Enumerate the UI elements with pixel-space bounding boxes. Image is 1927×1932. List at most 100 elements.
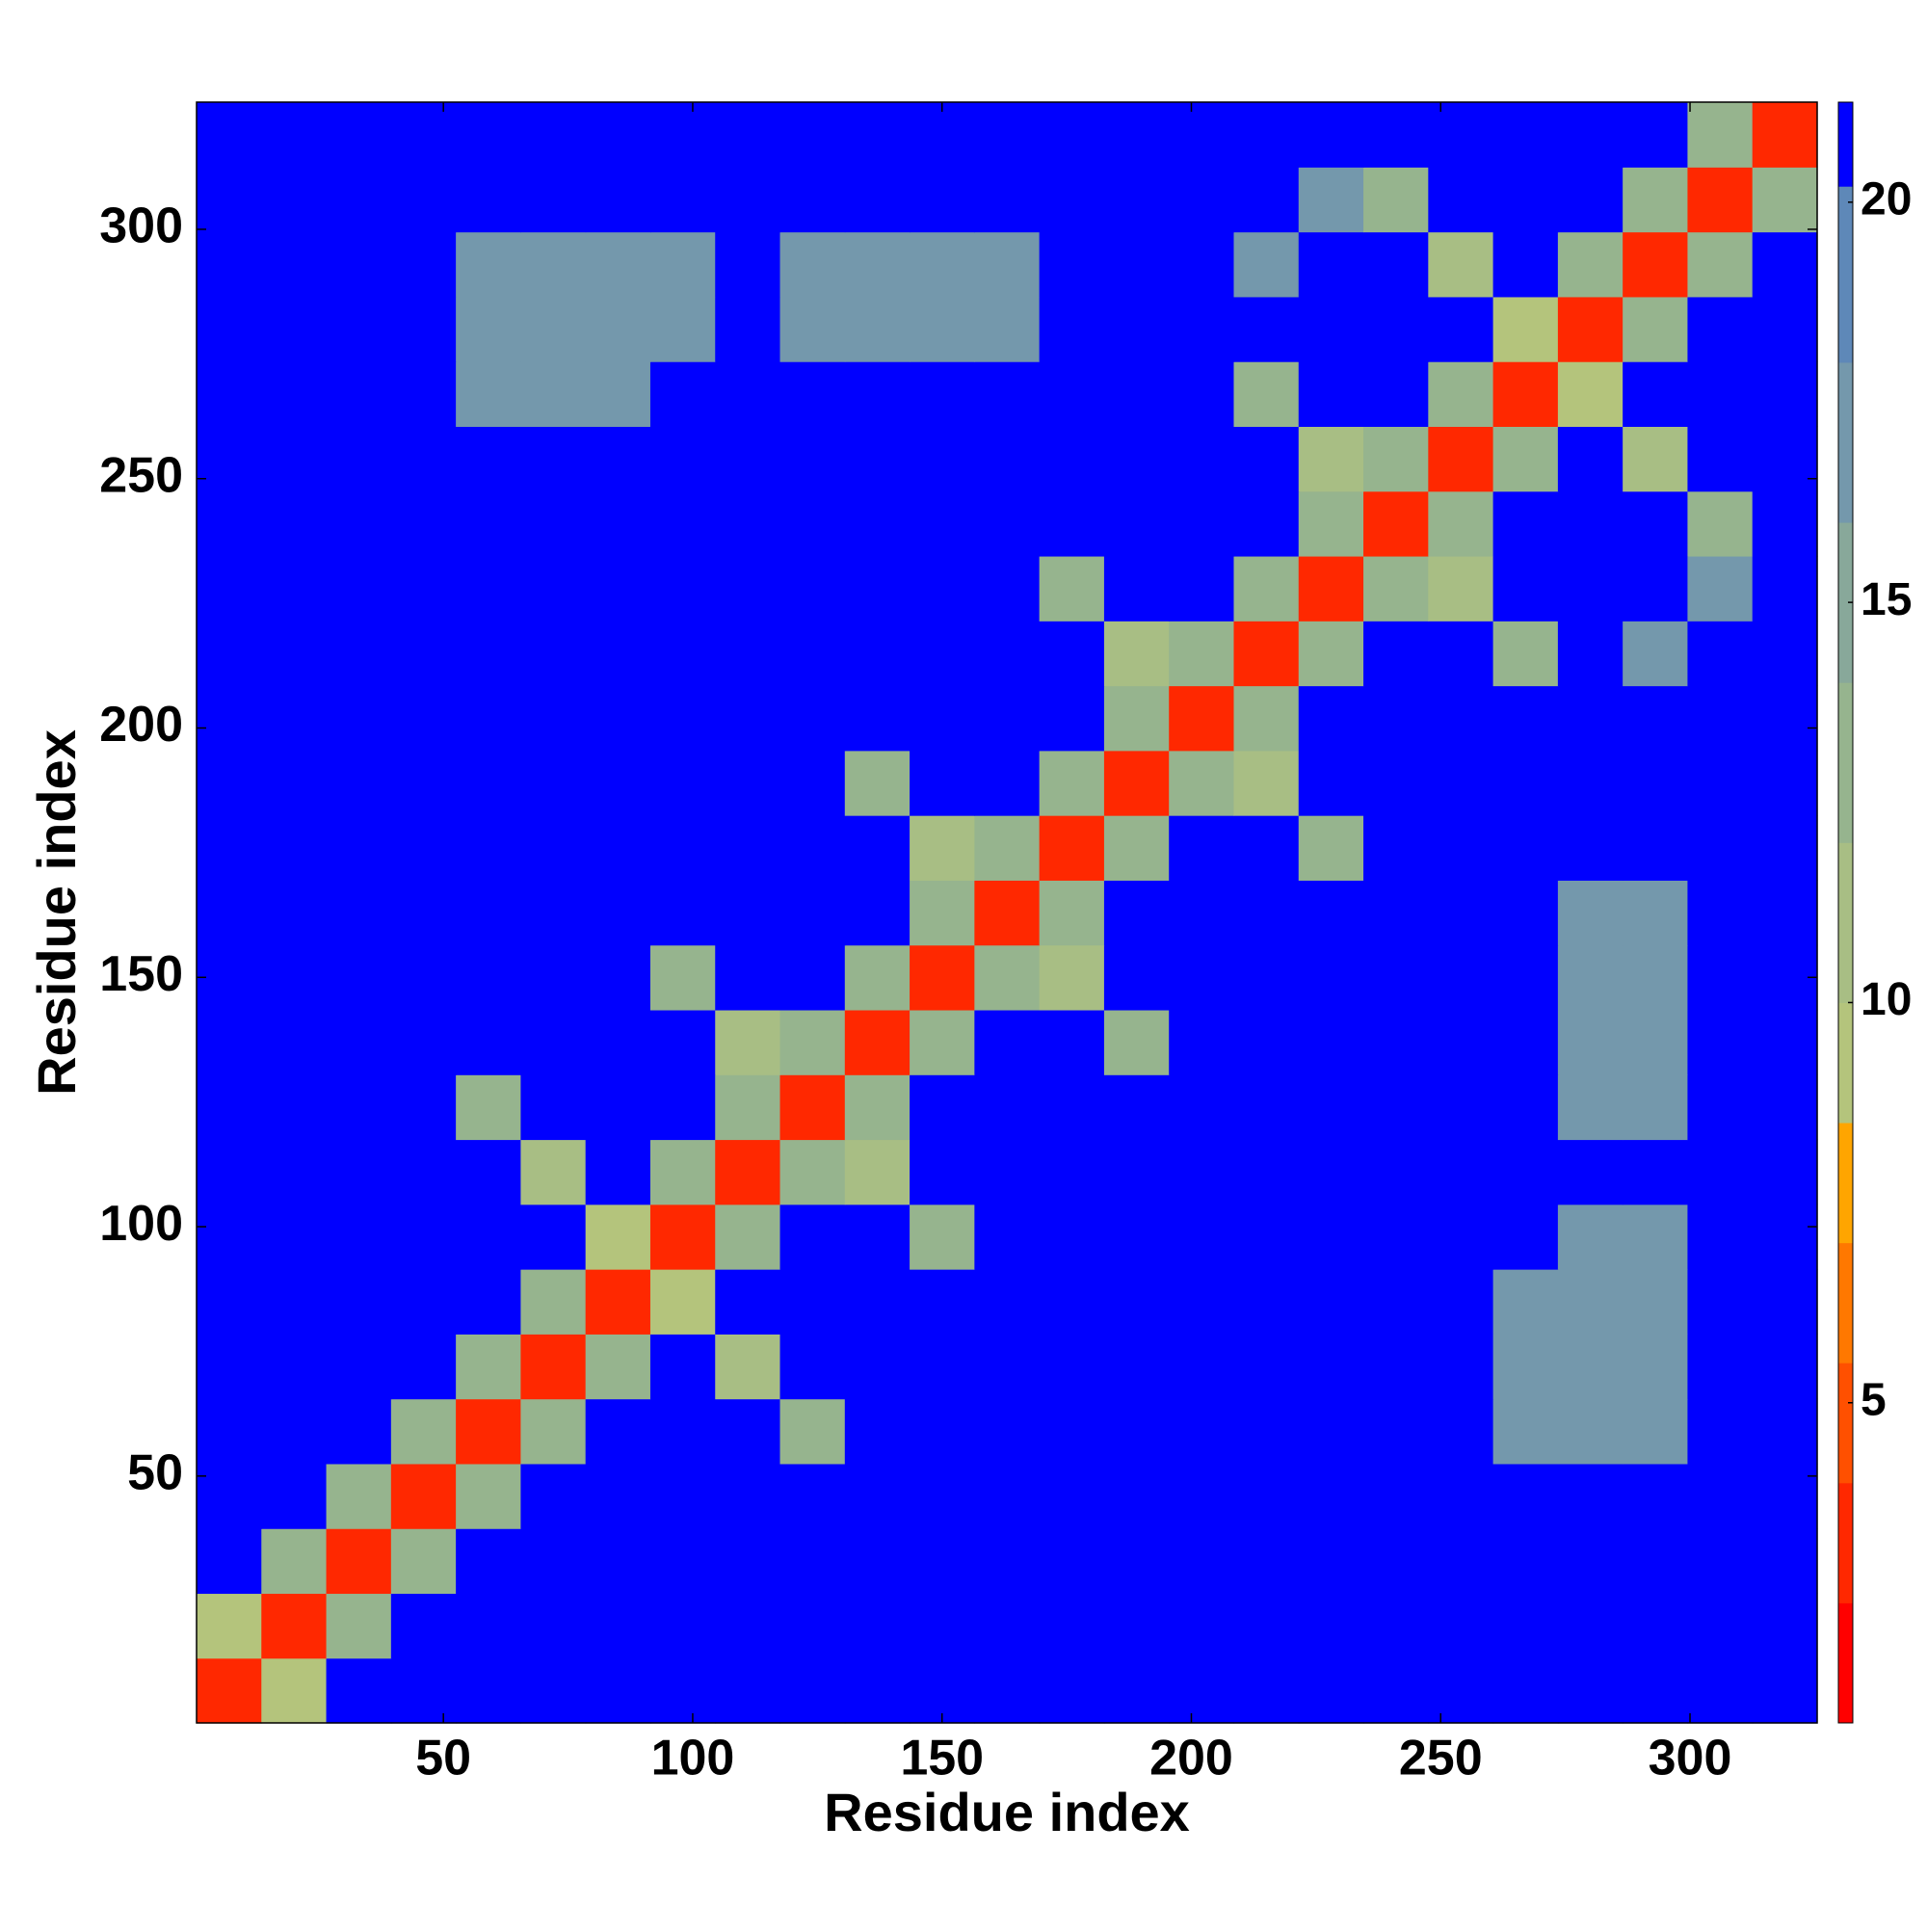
heatmap-cell	[1233, 1334, 1300, 1400]
heatmap-cell	[1298, 1528, 1364, 1595]
heatmap-cell	[974, 815, 1041, 881]
heatmap-cell	[1492, 1074, 1559, 1141]
heatmap-cell	[1428, 1009, 1494, 1075]
colorbar-segment	[1838, 102, 1853, 187]
heatmap-cell	[779, 1074, 846, 1141]
heatmap-cell	[1492, 815, 1559, 881]
heatmap-cell	[649, 685, 716, 752]
heatmap-cell	[1428, 944, 1494, 1011]
heatmap-cell	[456, 555, 521, 622]
heatmap-cell	[390, 750, 457, 816]
heatmap-cell	[197, 102, 262, 168]
heatmap-cell	[910, 880, 975, 946]
heatmap-cell	[910, 1269, 975, 1335]
heatmap-cell	[1428, 1334, 1494, 1400]
x-tick-label: 200	[1149, 1731, 1233, 1786]
colorbar-frame	[1837, 101, 1854, 1724]
heatmap-cell	[1039, 1204, 1105, 1270]
heatmap-cell	[1363, 1009, 1429, 1075]
heatmap-cell	[1492, 685, 1559, 752]
heatmap-cell	[261, 944, 328, 1011]
colorbar-segment	[1838, 842, 1853, 1003]
heatmap-cell	[197, 1463, 262, 1529]
heatmap-cell	[910, 102, 975, 168]
heatmap-cell	[1428, 1269, 1494, 1335]
heatmap-cell	[910, 1528, 975, 1595]
heatmap-cell	[1363, 102, 1429, 168]
heatmap-cell	[1363, 1463, 1429, 1529]
heatmap-cell	[1298, 1657, 1364, 1724]
heatmap-cell	[1233, 490, 1300, 557]
heatmap-cell	[1557, 231, 1623, 298]
heatmap-cell	[1752, 102, 1818, 168]
heatmap-cell	[1233, 1398, 1300, 1465]
heatmap-cell	[844, 102, 911, 168]
heatmap-cell	[844, 815, 911, 881]
heatmap-cell	[1103, 815, 1170, 881]
heatmap-cell	[197, 1204, 262, 1270]
heatmap-cell	[1169, 1139, 1235, 1205]
y-tick-label: 100	[99, 1196, 183, 1252]
heatmap-cell	[649, 815, 716, 881]
heatmap-cell	[1233, 167, 1300, 233]
heatmap-cell	[1492, 750, 1559, 816]
heatmap-cell	[585, 231, 651, 298]
heatmap-cell	[197, 490, 262, 557]
heatmap-cell	[1687, 167, 1754, 233]
heatmap-cell	[1557, 296, 1623, 362]
heatmap-cell	[197, 426, 262, 492]
heatmap-cell	[261, 361, 328, 427]
heatmap-cell	[390, 944, 457, 1011]
heatmap-cell	[456, 490, 521, 557]
heatmap-cell	[326, 1334, 392, 1400]
heatmap-cell	[1557, 815, 1623, 881]
heatmap-cell	[261, 880, 328, 946]
colorbar-tick-label: 10	[1861, 974, 1912, 1025]
heatmap-cell	[1363, 555, 1429, 622]
heatmap-cell	[1557, 1398, 1623, 1465]
heatmap-cell	[715, 296, 781, 362]
heatmap-cell	[1428, 1074, 1494, 1141]
y-tick-label: 200	[99, 697, 183, 753]
heatmap-cell	[1623, 750, 1689, 816]
heatmap-cell	[197, 1269, 262, 1335]
heatmap-cell	[261, 555, 328, 622]
heatmap-cell	[649, 1139, 716, 1205]
heatmap-cell	[390, 1528, 457, 1595]
heatmap-cell	[974, 426, 1041, 492]
heatmap-cell	[261, 1593, 328, 1659]
heatmap-cell	[1298, 1463, 1364, 1529]
heatmap-cell	[1169, 1463, 1235, 1529]
heatmap-cell	[261, 102, 328, 168]
heatmap-cell	[1363, 231, 1429, 298]
heatmap-cell	[974, 1398, 1041, 1465]
heatmap-cell	[585, 361, 651, 427]
heatmap-cell	[1103, 1593, 1170, 1659]
heatmap-cell	[326, 1074, 392, 1141]
heatmap-cell	[844, 167, 911, 233]
heatmap-cell	[910, 1463, 975, 1529]
heatmap-cell	[715, 1334, 781, 1400]
heatmap-cell	[197, 296, 262, 362]
heatmap-cell	[779, 1204, 846, 1270]
heatmap-cell	[1298, 1593, 1364, 1659]
heatmap-cell	[261, 231, 328, 298]
heatmap-cell	[1623, 1334, 1689, 1400]
heatmap-cell	[844, 1269, 911, 1335]
heatmap-cell	[910, 1204, 975, 1270]
heatmap-cell	[1169, 1528, 1235, 1595]
heatmap-cell	[649, 621, 716, 687]
heatmap-cell	[326, 490, 392, 557]
heatmap-cell	[1623, 685, 1689, 752]
heatmap-cell	[1233, 102, 1300, 168]
heatmap-cell	[326, 296, 392, 362]
heatmap-cell	[520, 1269, 587, 1335]
heatmap-cell	[1557, 1657, 1623, 1724]
heatmap-cell	[585, 1593, 651, 1659]
heatmap-cell	[520, 1204, 587, 1270]
x-axis-label: Residue index	[824, 1782, 1190, 1842]
heatmap-cell	[390, 102, 457, 168]
heatmap-cell	[197, 1139, 262, 1205]
heatmap-cell	[197, 1074, 262, 1141]
heatmap-cell	[1363, 1074, 1429, 1141]
